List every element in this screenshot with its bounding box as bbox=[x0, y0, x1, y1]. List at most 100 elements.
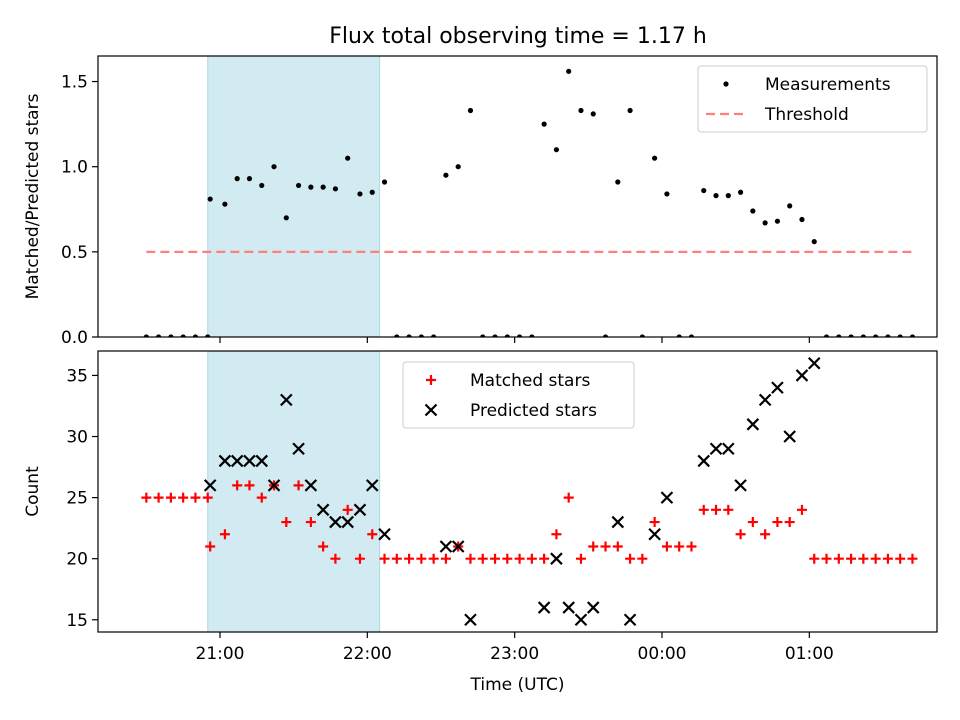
x-tick-label: 00:00 bbox=[638, 644, 687, 664]
measurement-point bbox=[627, 107, 633, 114]
measurement-point bbox=[823, 334, 830, 337]
bottom-panel: 15 20 25 30 35 21:00 22:00 23:00 00:00 01:00 Count… bbox=[23, 350, 938, 695]
matched-star-point bbox=[575, 553, 586, 564]
matched-star-point bbox=[907, 553, 918, 564]
measurement-point bbox=[271, 164, 277, 170]
y-tick-label: 0.0 bbox=[61, 328, 88, 348]
matched-star-point bbox=[342, 504, 353, 515]
matched-star-point bbox=[698, 504, 709, 515]
measurement-point bbox=[345, 155, 351, 161]
matched-star-point bbox=[354, 553, 365, 564]
matched-star-point bbox=[330, 553, 341, 564]
legend-swatch bbox=[424, 403, 438, 417]
matched-star-point bbox=[190, 492, 201, 503]
matched-star-point bbox=[165, 492, 176, 503]
y-tick-label: 15 bbox=[66, 611, 88, 631]
measurement-point bbox=[664, 191, 670, 197]
measurement-point bbox=[143, 334, 149, 337]
measurement-point bbox=[443, 172, 449, 178]
matched-star-point bbox=[686, 541, 697, 552]
predicted-star-point bbox=[623, 613, 637, 627]
predicted-star-point bbox=[660, 491, 674, 504]
matched-star-point bbox=[526, 553, 537, 564]
measurement-point bbox=[492, 334, 498, 337]
legend-swatch bbox=[426, 375, 436, 385]
measurement-point bbox=[750, 208, 756, 214]
matched-star-point bbox=[539, 553, 550, 564]
measurement-point bbox=[799, 216, 805, 223]
measurement-point bbox=[885, 334, 891, 337]
measurement-point bbox=[156, 334, 162, 337]
matched-star-point bbox=[416, 553, 427, 564]
legend-label: Predicted stars bbox=[470, 401, 597, 421]
measurement-point bbox=[259, 182, 265, 189]
measurement-point bbox=[737, 189, 744, 195]
matched-star-point bbox=[502, 553, 513, 564]
measurement-point bbox=[222, 201, 228, 207]
matched-star-point bbox=[821, 553, 832, 564]
matched-star-point bbox=[178, 492, 189, 503]
matched-star-point bbox=[153, 492, 164, 503]
predicted-star-point bbox=[378, 527, 391, 541]
measurement-point bbox=[205, 334, 211, 337]
y-tick-label: 1.0 bbox=[61, 158, 88, 178]
predicted-star-point bbox=[697, 454, 711, 468]
measurement-point bbox=[836, 334, 842, 337]
matched-star-point bbox=[391, 553, 402, 564]
predicted-star-point bbox=[329, 515, 342, 529]
matched-star-point bbox=[404, 553, 415, 564]
axes-frame bbox=[97, 350, 938, 633]
legend-box bbox=[402, 361, 635, 429]
matched-star-point bbox=[846, 553, 857, 564]
predicted-star-point bbox=[341, 515, 354, 529]
legend-label: Threshold bbox=[764, 105, 849, 125]
measurement-point bbox=[873, 334, 879, 337]
predicted-star-point bbox=[807, 356, 821, 370]
chart-title: Flux total observing time = 1.17 h bbox=[329, 24, 707, 49]
measurement-point bbox=[467, 107, 474, 114]
matched-star-point bbox=[674, 541, 685, 552]
measurement-point bbox=[553, 147, 560, 153]
matched-star-point bbox=[293, 480, 304, 491]
matched-star-point bbox=[895, 553, 906, 564]
predicted-star-point bbox=[203, 479, 217, 492]
predicted-star-point bbox=[722, 442, 735, 456]
y-tick-label: 25 bbox=[66, 489, 88, 509]
y-axis-label: Matched/Predicted stars bbox=[23, 93, 43, 299]
measurement-point bbox=[369, 189, 375, 195]
matched-star-point bbox=[477, 553, 488, 564]
predicted-star-point bbox=[783, 430, 796, 443]
axes-frame bbox=[97, 55, 938, 338]
matched-star-point bbox=[318, 541, 329, 552]
measurement-point bbox=[848, 334, 854, 337]
predicted-star-point bbox=[218, 454, 232, 468]
measurement-point bbox=[168, 334, 174, 337]
predicted-star-point bbox=[758, 393, 772, 407]
predicted-star-point bbox=[537, 601, 551, 614]
series-measurements bbox=[143, 68, 916, 337]
measurement-point bbox=[180, 334, 186, 337]
measurement-point bbox=[787, 203, 793, 209]
predicted-star-point bbox=[292, 442, 305, 456]
predicted-star-point bbox=[439, 540, 453, 553]
matched-star-point bbox=[735, 529, 746, 540]
predicted-star-point bbox=[734, 479, 747, 492]
predicted-star-point bbox=[746, 418, 760, 431]
y-tick-label: 35 bbox=[66, 366, 88, 386]
measurement-point bbox=[332, 186, 339, 192]
matched-star-point bbox=[379, 553, 390, 564]
matched-star-point bbox=[232, 480, 243, 491]
measurement-point bbox=[320, 184, 326, 190]
measurement-point bbox=[602, 334, 609, 337]
predicted-star-point bbox=[230, 454, 244, 468]
measurement-point bbox=[431, 334, 437, 337]
measurement-point bbox=[590, 111, 596, 117]
x-tick-label: 21:00 bbox=[196, 644, 245, 664]
predicted-star-point bbox=[574, 613, 588, 627]
predicted-star-point bbox=[611, 515, 625, 529]
predicted-star-point bbox=[586, 601, 600, 614]
measurement-point bbox=[639, 334, 645, 337]
measurement-point bbox=[578, 107, 584, 114]
matched-star-point bbox=[219, 529, 230, 540]
